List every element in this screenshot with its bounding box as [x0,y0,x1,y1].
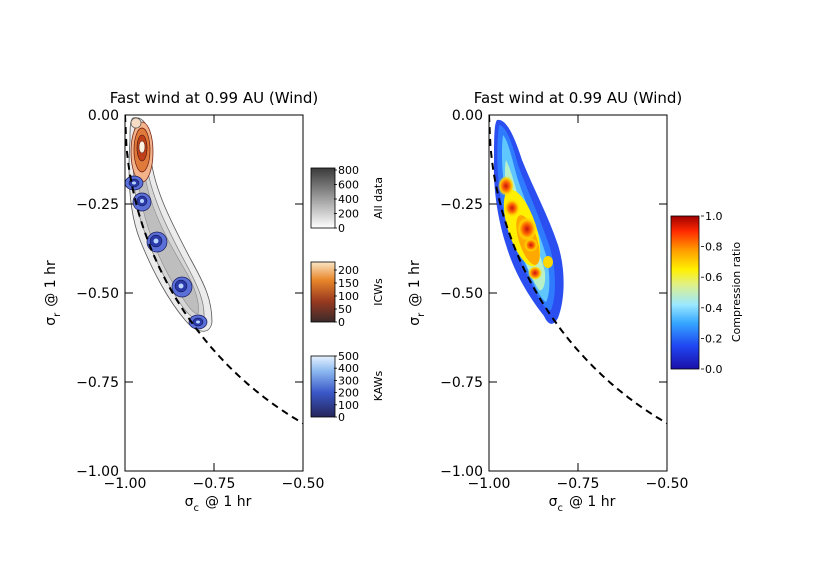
colorbar-label: ICWs [372,278,385,306]
y-tick-label: −0.25 [76,197,119,213]
hotspot [528,266,542,280]
y-tick-label: −0.75 [440,375,483,391]
y-tick-label: −0.75 [76,375,119,391]
icw-contour [138,140,146,154]
colorbar-label: KAWs [372,370,385,401]
hotspot [543,256,553,268]
x-tick-label: −0.75 [557,476,600,492]
colorbar-tick-label: 800 [338,164,359,177]
x-tick-label: −0.75 [193,476,236,492]
colorbar-tick-label: 0.0 [705,363,723,376]
right-heatmap [489,115,667,425]
x-tick-label: −0.50 [282,476,325,492]
colorbar-tick-label: 100 [338,290,359,303]
colorbar-tick-label: 500 [338,350,359,363]
x-tick-label: −0.50 [646,476,689,492]
icw-contour [130,117,142,129]
colorbar-tick-label: 1.0 [705,210,723,223]
right-panel: Fast wind at 0.99 AU (Wind) −1.00 −0.75 −0… [407,89,688,514]
y-tick-label: 0.00 [452,108,483,124]
colorbar-tick-label: 300 [338,374,359,387]
x-axis-label: σc @ 1 hr [185,494,252,514]
y-axis-label: σr@ 1 hr [43,260,63,326]
x-tick-label: −1.00 [468,476,511,492]
kaw-peak [132,192,152,212]
colorbar-label: Compression ratio [730,242,743,343]
kaw-peak [171,276,193,298]
y-tick-label: −1.00 [76,464,119,480]
colorbar-tick-label: 50 [338,303,352,316]
y-axis-label: σr@ 1 hr [407,260,427,326]
colorbar-tick-label: 0 [338,316,345,329]
y-tick-label: −0.50 [76,286,119,302]
right-title: Fast wind at 0.99 AU (Wind) [474,89,683,107]
hotspot [498,176,514,196]
y-tick-label: −1.00 [440,464,483,480]
colorbar-compression: 1.0 0.8 0.6 0.4 0.2 0.0 Compression ratio [670,210,743,376]
colorbar-tick-label: 0.8 [705,241,723,254]
left-panel: Fast wind at 0.99 AU (Wind) [43,89,324,514]
colorbar-tick-label: 0.6 [705,271,723,284]
kaw-peak [125,175,144,191]
boundary-curve [125,115,303,425]
colorbar-label: All data [372,177,385,219]
colorbar-tick-label: 0.4 [705,302,723,315]
y-tick-label: −0.25 [440,197,483,213]
x-tick-label: −1.00 [104,476,147,492]
left-contours [125,115,303,425]
y-tick-label: −0.50 [440,286,483,302]
colorbar-tick-label: 200 [338,387,359,400]
colorbar-tick-label: 0 [338,222,345,235]
colorbar-tick-label: 600 [338,179,359,192]
colorbar-tick-label: 400 [338,193,359,206]
hotspot [524,238,538,252]
boundary-curve [489,115,667,425]
colorbar-tick-label: 100 [338,399,359,412]
colorbar-tick-label: 0 [338,411,345,424]
colorbar-tick-label: 200 [338,264,359,277]
colorbar-tick-label: 150 [338,277,359,290]
left-title: Fast wind at 0.99 AU (Wind) [110,89,319,107]
colorbar-tick-label: 0.2 [705,332,723,345]
y-tick-label: 0.00 [88,108,119,124]
kaw-peak [146,231,168,253]
colorbar-tick-label: 200 [338,208,359,221]
kaw-peak [188,314,208,330]
colorbar-tick-label: 400 [338,362,359,375]
hotspot [504,199,520,217]
x-axis-label: σc @ 1 hr [549,494,616,514]
hotspot [517,217,537,241]
